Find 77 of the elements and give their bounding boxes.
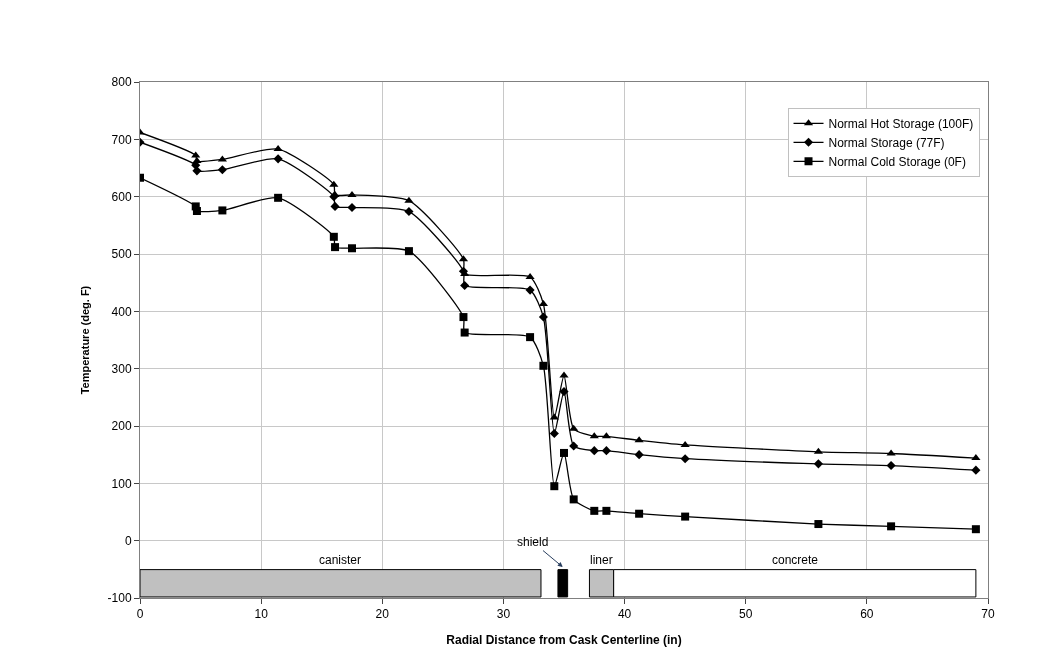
point (680, 440, 690, 447)
legend-label: Normal Storage (77F) (828, 135, 945, 150)
y-tick-label: 100 (111, 476, 132, 491)
x-tick-label: 50 (739, 607, 753, 622)
y-tick-label: -100 (107, 591, 132, 606)
point (460, 280, 470, 291)
point (192, 157, 202, 164)
band-label: concrete (772, 553, 819, 567)
x-tick-label: 40 (617, 607, 632, 622)
point (635, 509, 644, 518)
point (971, 454, 981, 461)
y-tick-label: 500 (111, 247, 132, 262)
band-label: shield (517, 535, 549, 549)
point (971, 465, 981, 475)
point (273, 145, 283, 152)
point (192, 207, 201, 215)
point (886, 449, 896, 456)
point (569, 495, 578, 504)
y-tick-label: 0 (124, 533, 132, 548)
point (681, 512, 690, 521)
point (404, 247, 413, 256)
legend-label: Normal Cold Storage (0F) (828, 154, 966, 169)
point (526, 333, 535, 342)
point (634, 450, 644, 460)
band-label: liner (590, 553, 613, 567)
point (330, 201, 340, 211)
point (192, 166, 202, 176)
y-tick-label: 600 (111, 189, 132, 204)
point (539, 361, 548, 370)
point (569, 441, 579, 451)
point (348, 244, 356, 253)
point (274, 193, 283, 202)
point (273, 154, 283, 164)
point (460, 328, 469, 337)
x-tick-label: 0 (136, 607, 144, 622)
point (404, 196, 414, 203)
point (569, 424, 579, 431)
point (404, 207, 414, 217)
x-tick-label: 30 (496, 607, 511, 622)
x-tick-label: 60 (860, 607, 874, 622)
y-tick-label: 800 (111, 75, 132, 90)
point (814, 520, 823, 529)
point (550, 482, 559, 491)
point (525, 285, 535, 295)
legend-label: Normal Hot Storage (100F) (828, 116, 974, 131)
point (560, 448, 568, 457)
point (347, 190, 357, 197)
point (549, 428, 559, 438)
point (218, 206, 227, 215)
point (589, 446, 599, 456)
point (680, 454, 690, 464)
point (602, 506, 611, 515)
y-axis-title: Temperature (deg. F) (79, 285, 92, 395)
point (886, 461, 896, 471)
x-tick-label: 70 (981, 607, 995, 622)
band-label: canister (319, 553, 362, 567)
point (525, 272, 535, 279)
point (459, 313, 468, 322)
x-axis-title: Radial Distance from Cask Centerline (in) (446, 633, 682, 648)
point (329, 180, 339, 187)
y-tick-label: 200 (111, 419, 132, 434)
point (329, 232, 338, 241)
x-tick-label: 10 (254, 607, 269, 622)
point (331, 243, 340, 252)
x-tick-label: 20 (375, 607, 390, 622)
y-tick-label: 300 (111, 361, 132, 376)
point (971, 525, 980, 534)
point (813, 459, 823, 469)
point (559, 371, 569, 378)
point (590, 506, 599, 515)
point (217, 165, 227, 175)
y-tick-label: 400 (111, 304, 132, 319)
point (347, 203, 357, 213)
point (538, 312, 548, 322)
point (601, 446, 611, 456)
y-tick-label: 700 (111, 132, 132, 147)
point (887, 522, 896, 531)
